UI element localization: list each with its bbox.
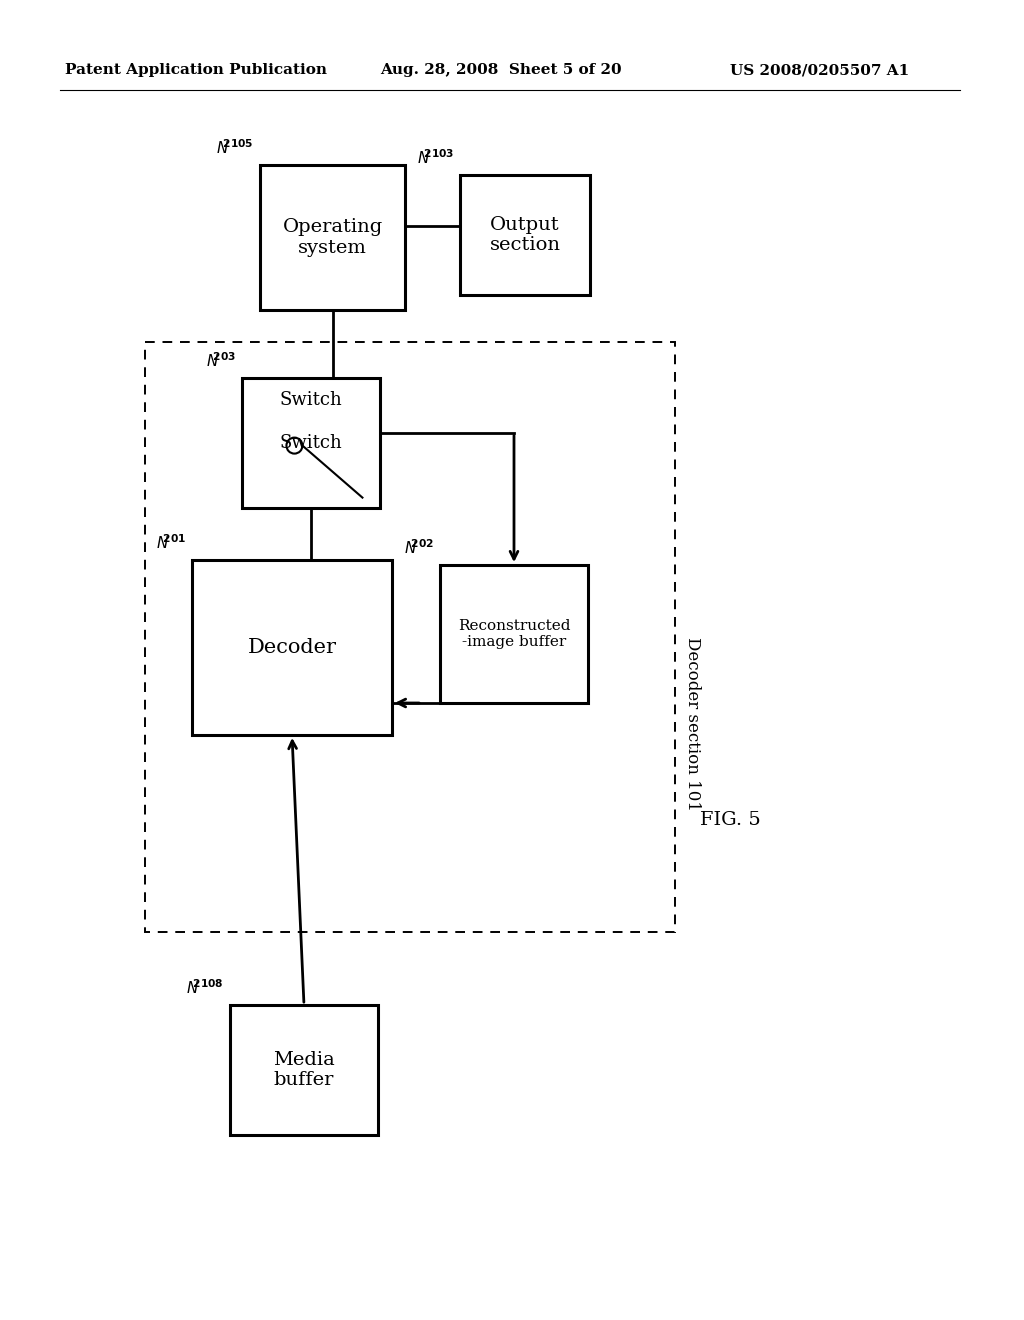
Bar — [230, 1005, 378, 1135]
Text: US 2008/0205507 A1: US 2008/0205507 A1 — [730, 63, 909, 77]
Text: $\mathit{N}$$\!\!^{\mathbf{203}}$: $\mathit{N}$$\!\!^{\mathbf{203}}$ — [206, 351, 236, 370]
Text: $\mathit{N}$$\!\!^{\mathbf{201}}$: $\mathit{N}$$\!\!^{\mathbf{201}}$ — [156, 533, 186, 552]
Bar — [260, 165, 406, 310]
Text: Decoder section 101: Decoder section 101 — [684, 638, 701, 810]
Text: Operating
system: Operating system — [283, 218, 383, 257]
Text: $\mathit{N}$$\!\!^{\mathbf{2108}}$: $\mathit{N}$$\!\!^{\mathbf{2108}}$ — [186, 978, 224, 997]
Text: Output
section: Output section — [489, 215, 560, 255]
Text: Reconstructed
-image buffer: Reconstructed -image buffer — [458, 619, 570, 649]
Text: Media
buffer: Media buffer — [273, 1051, 335, 1089]
Bar — [242, 378, 380, 508]
Text: Patent Application Publication: Patent Application Publication — [65, 63, 327, 77]
Bar — [145, 342, 675, 932]
Text: $\mathit{N}$$\!\!^{\mathbf{202}}$: $\mathit{N}$$\!\!^{\mathbf{202}}$ — [404, 539, 434, 557]
Text: $\mathit{N}$$\!\!^{\mathbf{2105}}$: $\mathit{N}$$\!\!^{\mathbf{2105}}$ — [216, 139, 254, 157]
Text: Switch: Switch — [280, 391, 342, 409]
Text: FIG. 5: FIG. 5 — [700, 810, 761, 829]
Bar — [440, 565, 588, 704]
Bar — [193, 560, 392, 735]
Text: Aug. 28, 2008  Sheet 5 of 20: Aug. 28, 2008 Sheet 5 of 20 — [380, 63, 622, 77]
Text: Decoder: Decoder — [248, 638, 337, 657]
Text: Switch: Switch — [280, 434, 342, 451]
Text: $\mathit{N}$$\!\!^{\mathbf{2103}}$: $\mathit{N}$$\!\!^{\mathbf{2103}}$ — [417, 148, 454, 168]
Bar — [460, 176, 590, 294]
